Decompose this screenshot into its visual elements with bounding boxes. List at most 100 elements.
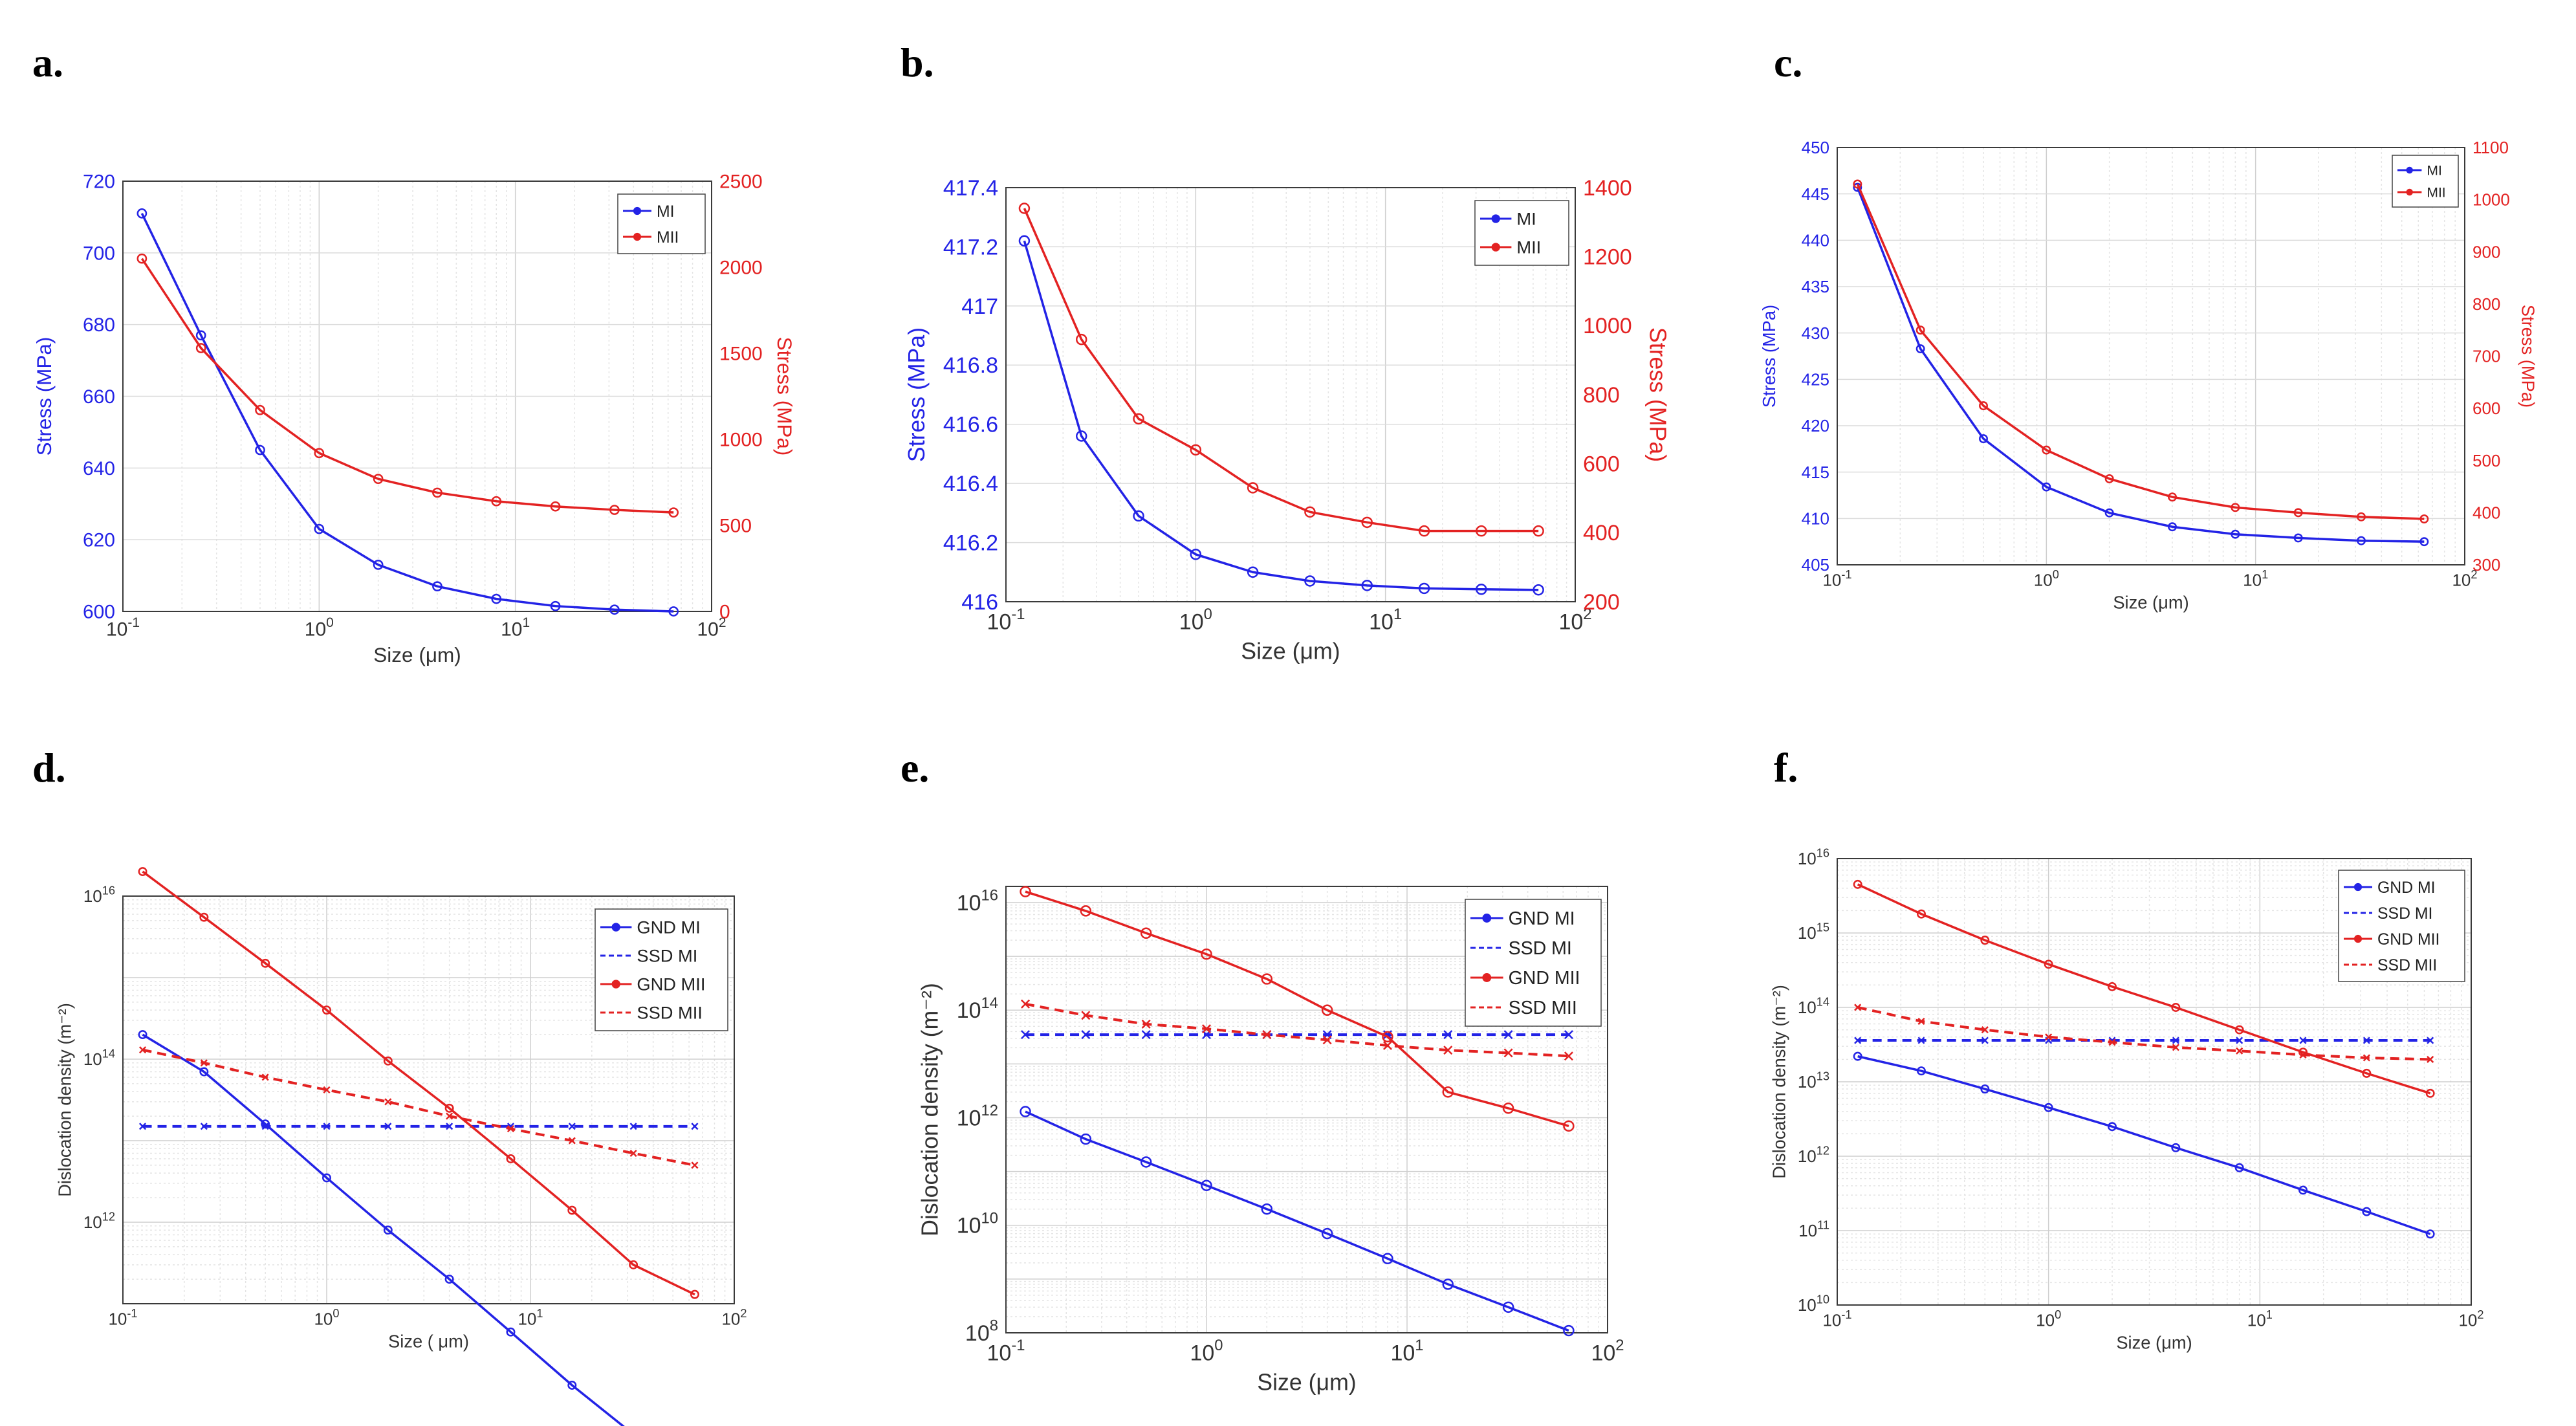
data-point xyxy=(446,1112,453,1120)
legend-label: SSD MI xyxy=(1509,938,1572,959)
data-point xyxy=(1141,1019,1151,1029)
y-tick-label-right: 0 xyxy=(719,602,730,623)
data-point xyxy=(261,958,270,968)
series-ssd-mii xyxy=(1854,1004,2434,1063)
series-line xyxy=(142,870,695,1296)
y-tick-label-right: 600 xyxy=(1583,452,1620,477)
legend-swatch-marker xyxy=(1491,243,1500,252)
data-point xyxy=(1916,325,1925,335)
data-point xyxy=(1979,401,1988,411)
y-axis-label-left: Stress (MPa) xyxy=(1759,305,1779,408)
y-tick-label-right: 1100 xyxy=(2472,138,2509,157)
y-tick-label: 1012 xyxy=(957,1102,998,1130)
data-point xyxy=(2427,1055,2434,1063)
data-point xyxy=(2427,1037,2434,1044)
data-point xyxy=(2045,1033,2053,1041)
data-point xyxy=(491,593,502,604)
y-tick-label-right: 400 xyxy=(2472,503,2500,522)
data-point xyxy=(506,1154,516,1163)
x-tick-label: 10-1 xyxy=(108,1307,137,1329)
data-point xyxy=(1533,525,1544,537)
data-point xyxy=(1502,1301,1514,1313)
y-tick-label-left: 445 xyxy=(1802,184,1829,204)
data-point xyxy=(2172,1044,2179,1051)
y-tick-label: 1011 xyxy=(1798,1218,1829,1240)
data-point xyxy=(195,330,206,341)
data-point xyxy=(1140,1156,1152,1168)
data-point xyxy=(567,1381,577,1390)
data-point xyxy=(2044,1102,2053,1112)
data-point xyxy=(384,1123,392,1130)
panel-label-d: d. xyxy=(32,745,66,791)
data-point xyxy=(1080,905,1092,917)
data-point xyxy=(491,496,502,507)
series-gnd-mii xyxy=(1853,879,2435,1098)
data-point xyxy=(1476,525,1487,537)
data-point xyxy=(432,487,442,498)
x-tick-label: 101 xyxy=(518,1307,543,1329)
series-gnd-mi xyxy=(138,1030,625,1426)
data-point xyxy=(1020,886,1031,897)
data-point xyxy=(199,1067,209,1077)
y-tick-label-right: 1000 xyxy=(719,430,763,451)
x-tick-label: 10-1 xyxy=(1822,568,1851,590)
data-point xyxy=(255,444,265,455)
data-point xyxy=(2425,1088,2435,1098)
data-point xyxy=(629,1260,639,1269)
y-tick-label: 1010 xyxy=(1798,1293,1829,1315)
y-axis-label-left: Dislocation density (m⁻²) xyxy=(1769,985,1789,1179)
legend: MI MII xyxy=(2392,155,2459,208)
y-axis-label-left: Stress (MPa) xyxy=(32,337,56,456)
series-gnd-mii xyxy=(138,867,699,1299)
series-ssd-mii xyxy=(138,1046,699,1169)
x-tick-label: 101 xyxy=(2247,1308,2273,1330)
data-point xyxy=(1853,179,1862,189)
data-point xyxy=(609,505,620,515)
y-tick-label-left: 410 xyxy=(1802,509,1829,528)
y-tick-label-left: 640 xyxy=(83,458,115,479)
series-line xyxy=(142,1048,695,1167)
y-tick-label: 1014 xyxy=(957,994,998,1023)
legend-swatch-marker xyxy=(633,206,642,215)
data-point xyxy=(2293,508,2303,518)
panel-label-e: e. xyxy=(901,745,930,791)
data-point xyxy=(1442,1278,1454,1290)
chart-a: 10-1 100 101 102 Size (μm) 600 620 640 660 680 700… xyxy=(32,171,796,667)
series-line xyxy=(142,1033,625,1426)
chart-f: 10-1 100 101 102 Size (μm) 1010 1011 1012 1013 10… xyxy=(1769,846,2483,1352)
legend-box xyxy=(1474,200,1569,266)
x-tick-label: 101 xyxy=(1390,1337,1423,1365)
plot-frame xyxy=(122,181,712,612)
data-point xyxy=(2419,537,2429,547)
x-tick-label: 102 xyxy=(1558,606,1591,634)
y-tick-label-left: 405 xyxy=(1802,555,1829,575)
x-tick-label: 102 xyxy=(721,1307,747,1329)
data-point xyxy=(1261,973,1273,985)
data-point xyxy=(2363,1037,2370,1044)
data-point xyxy=(1081,1030,1091,1040)
data-point xyxy=(1382,1040,1392,1050)
data-point xyxy=(1981,1026,1989,1034)
y-axis-label-left: Dislocation density (m⁻²) xyxy=(917,983,943,1236)
series-line xyxy=(1023,208,1539,532)
data-point xyxy=(1322,1035,1332,1045)
legend: GND MI SSD MI GND MII SSD MII xyxy=(595,908,728,1031)
data-point xyxy=(1081,1011,1091,1020)
data-point xyxy=(383,1056,393,1066)
panel-label-f: f. xyxy=(1774,745,1798,791)
data-point xyxy=(1321,1004,1333,1016)
series-line xyxy=(1857,883,2431,1095)
data-point xyxy=(1361,580,1373,591)
data-point xyxy=(1190,549,1202,560)
y-tick-label-right: 1000 xyxy=(1583,314,1632,338)
series-gnd-mi xyxy=(1020,1106,1575,1337)
data-point xyxy=(384,1098,392,1106)
data-point xyxy=(1075,430,1087,442)
data-point xyxy=(2293,533,2303,543)
x-axis-label: Size ( μm) xyxy=(388,1332,469,1352)
data-point xyxy=(668,606,679,617)
data-point xyxy=(1018,235,1031,247)
legend-label: SSD MII xyxy=(1509,998,1577,1018)
plot-frame xyxy=(1837,147,2465,565)
x-axis-label: Size (μm) xyxy=(373,643,461,666)
